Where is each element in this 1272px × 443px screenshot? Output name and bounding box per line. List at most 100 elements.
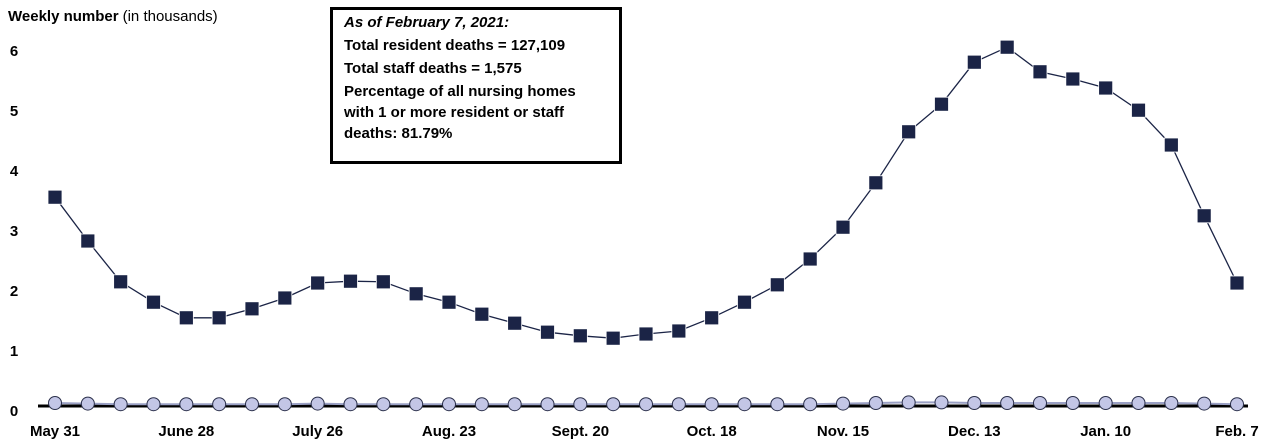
- data-marker: [212, 397, 227, 412]
- x-tick-label: Jan. 10: [1080, 423, 1131, 440]
- data-marker: [769, 277, 785, 293]
- data-marker: [1131, 396, 1146, 410]
- data-marker: [1065, 396, 1080, 410]
- data-marker: [704, 310, 720, 326]
- data-marker: [146, 294, 161, 310]
- data-marker: [507, 397, 522, 412]
- data-marker: [1197, 396, 1212, 411]
- data-marker: [1196, 208, 1212, 224]
- data-marker: [1230, 397, 1244, 412]
- y-tick-label: 4: [10, 163, 19, 180]
- data-marker: [244, 301, 260, 317]
- data-marker: [1065, 71, 1081, 87]
- data-marker: [967, 396, 982, 410]
- data-marker: [999, 39, 1015, 55]
- annotation-title: As of February 7, 2021:: [344, 14, 510, 31]
- annotation-box: As of February 7, 2021: Total resident d…: [330, 7, 622, 164]
- data-marker: [376, 397, 391, 412]
- annotation-line: Percentage of all nursing homes with 1 o…: [344, 83, 576, 142]
- data-marker: [671, 323, 687, 339]
- data-marker: [572, 328, 588, 344]
- data-marker: [934, 96, 949, 112]
- x-tick-label: Oct. 18: [687, 423, 737, 440]
- data-marker: [408, 286, 424, 302]
- data-marker: [277, 290, 293, 306]
- data-marker: [835, 219, 851, 235]
- annotation-line: Total resident deaths = 127,109: [344, 37, 566, 54]
- y-tick-label: 2: [10, 283, 18, 300]
- data-marker: [934, 395, 949, 410]
- data-marker: [277, 397, 292, 412]
- y-tick-label: 0: [10, 403, 18, 420]
- data-marker: [605, 330, 621, 346]
- data-marker: [245, 397, 259, 412]
- x-tick-label: Aug. 23: [422, 423, 476, 440]
- data-marker: [146, 397, 161, 412]
- y-tick-label: 5: [10, 103, 18, 120]
- y-axis-unit: (in thousands): [123, 8, 218, 25]
- data-marker: [442, 397, 456, 412]
- series-line: [54, 46, 1238, 339]
- x-tick-label: July 26: [292, 423, 343, 440]
- y-axis-label: Weekly number (in thousands): [8, 8, 218, 25]
- data-marker: [474, 306, 490, 322]
- data-marker: [441, 294, 457, 310]
- data-marker: [639, 397, 653, 412]
- data-marker: [737, 294, 752, 310]
- data-marker: [343, 273, 358, 289]
- data-marker: [901, 395, 916, 410]
- data-marker: [671, 397, 686, 412]
- data-marker: [47, 189, 63, 205]
- data-marker: [901, 124, 917, 140]
- data-marker: [868, 396, 883, 410]
- data-marker: [310, 275, 326, 291]
- data-marker: [770, 397, 785, 412]
- data-marker: [540, 397, 555, 412]
- data-marker: [704, 397, 719, 412]
- data-marker: [179, 397, 194, 412]
- data-marker: [1032, 64, 1048, 80]
- data-marker: [737, 397, 752, 412]
- data-marker: [1098, 80, 1114, 96]
- y-tick-label: 6: [10, 43, 18, 60]
- data-marker: [113, 274, 129, 290]
- data-marker: [1163, 137, 1179, 153]
- x-tick-label: Nov. 15: [817, 423, 869, 440]
- data-marker: [80, 233, 96, 249]
- data-marker: [802, 251, 818, 267]
- data-marker: [310, 396, 325, 411]
- x-tick-label: Dec. 13: [948, 423, 1001, 440]
- data-marker: [1033, 396, 1047, 410]
- x-tick-label: May 31: [30, 423, 80, 440]
- data-marker: [178, 310, 194, 326]
- y-tick-label: 1: [10, 343, 18, 360]
- x-tick-label: Sept. 20: [552, 423, 610, 440]
- data-marker: [540, 324, 555, 340]
- y-axis-title: Weekly number: [8, 8, 119, 25]
- data-marker: [409, 397, 424, 412]
- data-marker: [474, 397, 489, 412]
- data-marker: [1229, 275, 1245, 291]
- data-marker: [507, 315, 523, 331]
- data-marker: [375, 274, 391, 290]
- data-marker: [211, 310, 227, 326]
- data-marker: [1131, 102, 1146, 118]
- data-marker: [836, 396, 850, 411]
- data-marker: [1098, 396, 1113, 410]
- data-marker: [606, 397, 621, 412]
- x-tick-label: June 28: [158, 423, 214, 440]
- data-marker: [113, 397, 128, 412]
- data-marker: [868, 175, 884, 191]
- data-marker: [343, 397, 358, 412]
- data-marker: [1000, 396, 1015, 410]
- data-marker: [80, 396, 95, 411]
- annotation-line: Total staff deaths = 1,575: [344, 60, 522, 77]
- data-marker: [966, 54, 982, 70]
- data-marker: [573, 397, 588, 412]
- data-marker: [48, 396, 62, 410]
- data-marker: [803, 397, 818, 412]
- data-marker: [638, 326, 654, 342]
- x-tick-label: Feb. 7: [1215, 423, 1258, 440]
